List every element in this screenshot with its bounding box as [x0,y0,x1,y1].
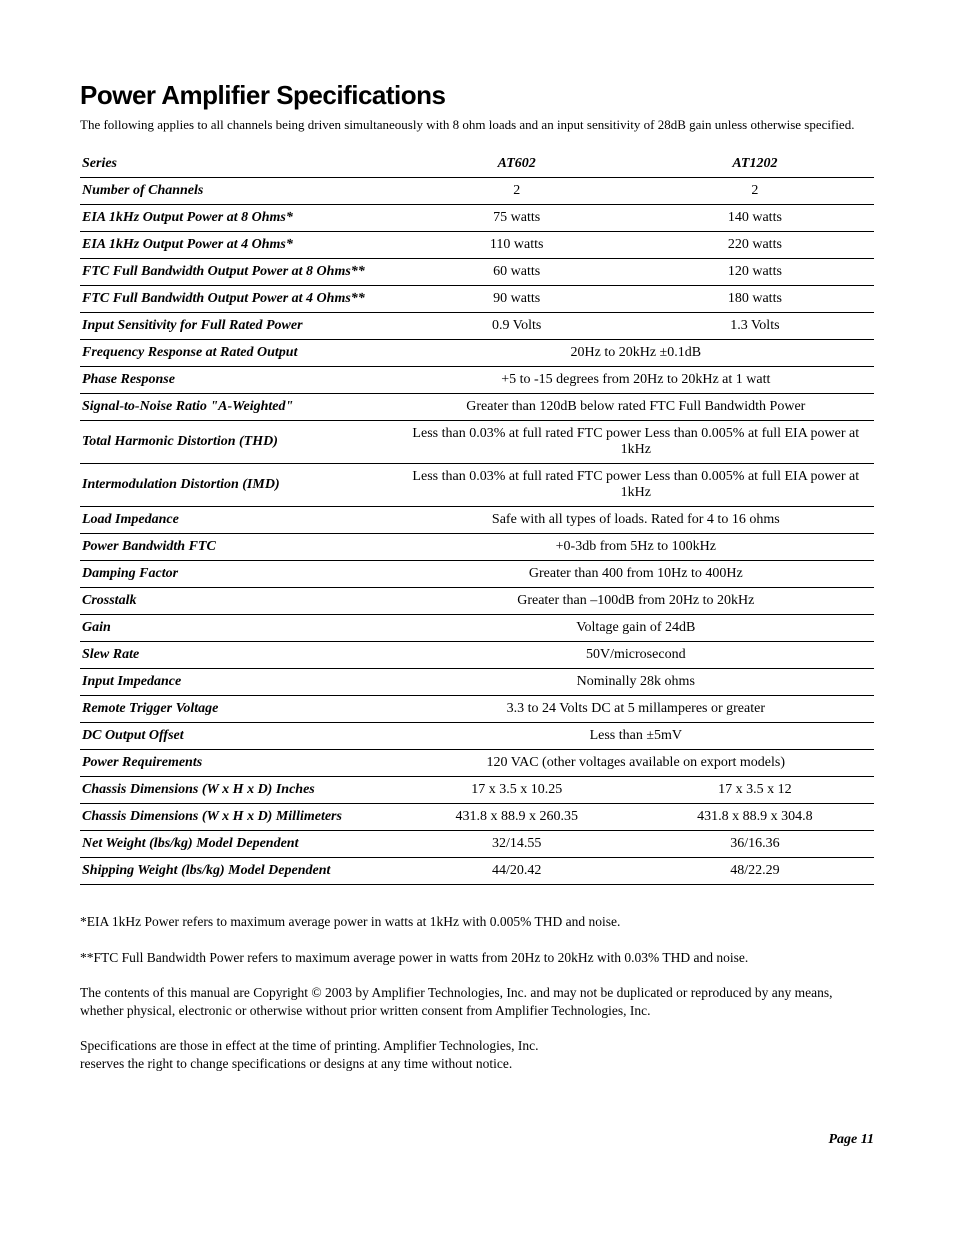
table-row: Intermodulation Distortion (IMD)Less tha… [80,464,874,507]
row-label: Signal-to-Noise Ratio "A-Weighted" [80,394,398,421]
row-value-col1: 431.8 x 88.9 x 260.35 [398,804,636,831]
table-row: CrosstalkGreater than –100dB from 20Hz t… [80,588,874,615]
table-row: Power Bandwidth FTC+0-3db from 5Hz to 10… [80,534,874,561]
row-value-col2: 1.3 Volts [636,313,874,340]
row-value-col1: 75 watts [398,205,636,232]
row-value-col2: 36/16.36 [636,831,874,858]
row-value-col2: 140 watts [636,205,874,232]
table-row: EIA 1kHz Output Power at 8 Ohms*75 watts… [80,205,874,232]
row-label: Number of Channels [80,178,398,205]
table-row: Signal-to-Noise Ratio "A-Weighted"Greate… [80,394,874,421]
table-row: Net Weight (lbs/kg) Model Dependent32/14… [80,831,874,858]
table-row: Power Requirements120 VAC (other voltage… [80,750,874,777]
table-row: Frequency Response at Rated Output20Hz t… [80,340,874,367]
row-value-merged: Greater than –100dB from 20Hz to 20kHz [398,588,874,615]
row-value-col1: 17 x 3.5 x 10.25 [398,777,636,804]
row-label: FTC Full Bandwidth Output Power at 4 Ohm… [80,286,398,313]
row-label: Slew Rate [80,642,398,669]
footnote: The contents of this manual are Copyrigh… [80,984,874,1019]
row-value-merged: 50V/microsecond [398,642,874,669]
row-value-col1: 2 [398,178,636,205]
page-number: Page 11 [80,1132,874,1148]
row-label: Input Impedance [80,669,398,696]
row-value-col1: 90 watts [398,286,636,313]
table-row: Input Sensitivity for Full Rated Power0.… [80,313,874,340]
row-label: Crosstalk [80,588,398,615]
row-value-col1: 110 watts [398,232,636,259]
row-label: EIA 1kHz Output Power at 8 Ohms* [80,205,398,232]
row-label: Frequency Response at Rated Output [80,340,398,367]
row-value-col1: 44/20.42 [398,858,636,885]
row-value-merged: +0-3db from 5Hz to 100kHz [398,534,874,561]
header-label: Series [80,151,398,178]
row-label: Intermodulation Distortion (IMD) [80,464,398,507]
row-value-col1: 60 watts [398,259,636,286]
row-label: FTC Full Bandwidth Output Power at 8 Ohm… [80,259,398,286]
row-value-merged: Nominally 28k ohms [398,669,874,696]
row-label: Shipping Weight (lbs/kg) Model Dependent [80,858,398,885]
row-label: Net Weight (lbs/kg) Model Dependent [80,831,398,858]
table-row: Remote Trigger Voltage3.3 to 24 Volts DC… [80,696,874,723]
footnote: *EIA 1kHz Power refers to maximum averag… [80,913,874,931]
row-value-col1: 0.9 Volts [398,313,636,340]
row-value-merged: 3.3 to 24 Volts DC at 5 millamperes or g… [398,696,874,723]
footnote: Specifications are those in effect at th… [80,1037,874,1072]
row-label: Input Sensitivity for Full Rated Power [80,313,398,340]
row-value-merged: Less than ±5mV [398,723,874,750]
table-row: Chassis Dimensions (W x H x D) Inches17 … [80,777,874,804]
row-value-col2: 180 watts [636,286,874,313]
row-label: EIA 1kHz Output Power at 4 Ohms* [80,232,398,259]
row-label: Chassis Dimensions (W x H x D) Millimete… [80,804,398,831]
row-value-merged: Greater than 120dB below rated FTC Full … [398,394,874,421]
table-row: Phase Response+5 to -15 degrees from 20H… [80,367,874,394]
table-row: GainVoltage gain of 24dB [80,615,874,642]
row-label: DC Output Offset [80,723,398,750]
row-label: Remote Trigger Voltage [80,696,398,723]
row-value-merged: 20Hz to 20kHz ±0.1dB [398,340,874,367]
row-value-merged: Less than 0.03% at full rated FTC power … [398,464,874,507]
page-subtitle: The following applies to all channels be… [80,117,874,133]
table-row: Number of Channels22 [80,178,874,205]
row-value-merged: 120 VAC (other voltages available on exp… [398,750,874,777]
row-value-merged: Voltage gain of 24dB [398,615,874,642]
row-value-col2: 17 x 3.5 x 12 [636,777,874,804]
table-header-row: SeriesAT602AT1202 [80,151,874,178]
table-row: Shipping Weight (lbs/kg) Model Dependent… [80,858,874,885]
row-label: Power Bandwidth FTC [80,534,398,561]
header-col1: AT602 [398,151,636,178]
footnote: **FTC Full Bandwidth Power refers to max… [80,949,874,967]
table-row: Chassis Dimensions (W x H x D) Millimete… [80,804,874,831]
row-value-merged: Less than 0.03% at full rated FTC power … [398,421,874,464]
row-label: Damping Factor [80,561,398,588]
row-label: Power Requirements [80,750,398,777]
row-value-col2: 2 [636,178,874,205]
table-row: Total Harmonic Distortion (THD)Less than… [80,421,874,464]
table-row: Load ImpedanceSafe with all types of loa… [80,507,874,534]
row-value-merged: +5 to -15 degrees from 20Hz to 20kHz at … [398,367,874,394]
row-value-col1: 32/14.55 [398,831,636,858]
row-value-merged: Safe with all types of loads. Rated for … [398,507,874,534]
row-label: Gain [80,615,398,642]
row-value-col2: 120 watts [636,259,874,286]
spec-table: SeriesAT602AT1202Number of Channels22EIA… [80,151,874,885]
table-row: Input ImpedanceNominally 28k ohms [80,669,874,696]
row-label: Chassis Dimensions (W x H x D) Inches [80,777,398,804]
table-row: Slew Rate50V/microsecond [80,642,874,669]
header-col2: AT1202 [636,151,874,178]
table-row: EIA 1kHz Output Power at 4 Ohms*110 watt… [80,232,874,259]
table-row: DC Output OffsetLess than ±5mV [80,723,874,750]
row-value-col2: 431.8 x 88.9 x 304.8 [636,804,874,831]
row-label: Load Impedance [80,507,398,534]
row-label: Total Harmonic Distortion (THD) [80,421,398,464]
row-value-col2: 220 watts [636,232,874,259]
page-title: Power Amplifier Specifications [80,80,874,111]
table-row: FTC Full Bandwidth Output Power at 4 Ohm… [80,286,874,313]
row-label: Phase Response [80,367,398,394]
table-row: Damping FactorGreater than 400 from 10Hz… [80,561,874,588]
row-value-col2: 48/22.29 [636,858,874,885]
table-row: FTC Full Bandwidth Output Power at 8 Ohm… [80,259,874,286]
row-value-merged: Greater than 400 from 10Hz to 400Hz [398,561,874,588]
